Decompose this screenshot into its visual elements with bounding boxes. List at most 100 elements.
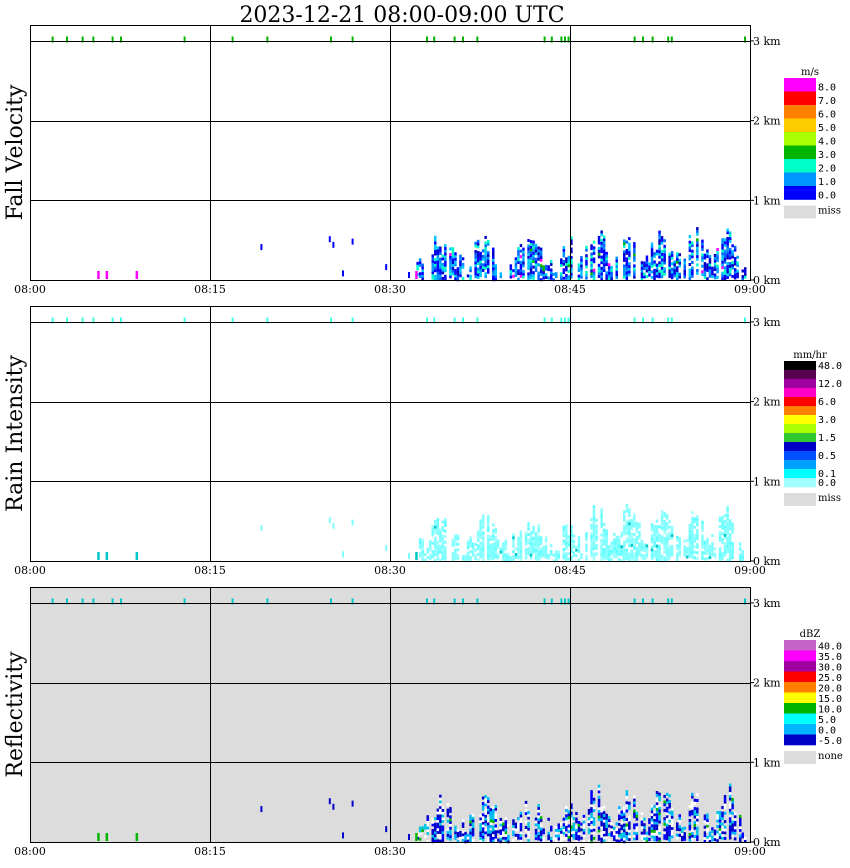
rain-intensity-echo-cell xyxy=(625,520,629,524)
reflectivity-echo-cell xyxy=(560,836,563,840)
fall-velocity-echo-cell xyxy=(481,249,485,253)
rain-intensity-echo-cell xyxy=(454,556,457,560)
rain-intensity-echo-cell xyxy=(683,545,686,549)
fall-velocity-echo-cell xyxy=(668,272,671,276)
rain-intensity-echo-cell xyxy=(592,516,596,520)
reflectivity-echo-cell xyxy=(439,797,442,801)
fall-velocity-echo-cell xyxy=(726,248,729,252)
rain-intensity-echo-cell xyxy=(645,555,649,559)
fall-velocity-echo-cell xyxy=(454,277,457,281)
reflectivity-echo-cell xyxy=(650,818,654,822)
fall-velocity-echo-cell xyxy=(597,252,601,256)
fall-velocity-echo-cell xyxy=(550,260,553,264)
reflectivity-echo-cell xyxy=(539,818,543,822)
fall-velocity-legend-label: 3.0 xyxy=(818,150,836,161)
fall-velocity-echo-cell xyxy=(658,269,661,273)
reflectivity-echo-cell xyxy=(668,839,671,842)
fall-velocity-echo-cell xyxy=(655,272,659,275)
rain-intensity-echo-cell xyxy=(524,556,528,560)
rain-intensity-ytick-label: 3 km xyxy=(753,316,781,329)
rain-intensity-echo-cell xyxy=(711,545,714,549)
fall-velocity-echo-cell xyxy=(454,274,457,278)
rain-intensity-echo-cell xyxy=(555,550,558,554)
fall-velocity-echo-cell xyxy=(431,271,434,275)
rain-intensity-echo-cell xyxy=(434,550,437,554)
reflectivity-echo-cell xyxy=(492,836,495,840)
fall-velocity-echo-cell xyxy=(650,253,654,257)
reflectivity-echo-cell xyxy=(655,816,659,820)
reflectivity-echo-cell xyxy=(582,814,586,818)
reflectivity-xtick-label: 08:15 xyxy=(194,845,226,858)
reflectivity-echo-cell xyxy=(418,829,422,833)
rain-intensity-echo-cell xyxy=(686,549,689,553)
rain-intensity-legend-missing-swatch xyxy=(784,493,816,506)
fall-velocity-echo-cell xyxy=(580,258,583,262)
reflectivity-echo-cell xyxy=(688,838,692,842)
reflectivity-echo-cell xyxy=(494,818,497,822)
reflectivity-echo-cell xyxy=(733,823,737,827)
rain-intensity-echo-cell xyxy=(494,549,497,553)
reflectivity-echo-cell xyxy=(479,834,482,837)
rain-intensity-echo-cell xyxy=(481,520,485,524)
rain-intensity-echo-cell xyxy=(439,559,442,562)
fall-velocity-echo-cell xyxy=(592,274,596,278)
fall-velocity-echo-cell xyxy=(721,246,724,250)
reflectivity-echo-cell xyxy=(696,807,699,811)
fall-velocity-echo-cell xyxy=(484,241,487,245)
reflectivity-echo-cell xyxy=(691,806,694,810)
reflectivity-echo-cell xyxy=(731,811,734,815)
fall-velocity-echo-cell xyxy=(481,257,485,261)
reflectivity-echo-cell xyxy=(459,831,462,834)
fall-velocity-echo-cell xyxy=(439,274,442,278)
fall-velocity-echo-cell xyxy=(512,269,515,273)
reflectivity-echo-cell xyxy=(731,806,734,810)
fall-velocity-echo-cell xyxy=(421,277,424,281)
reflectivity-echo-cell xyxy=(461,819,465,823)
fall-velocity-echo-cell xyxy=(476,242,480,246)
rain-intensity-echo-cell xyxy=(444,549,447,553)
fall-velocity-echo-cell xyxy=(451,255,455,259)
rain-intensity-echo-cell xyxy=(739,548,742,551)
rain-intensity-echo-cell xyxy=(658,533,661,537)
reflectivity-echo-cell xyxy=(504,817,508,821)
rain-intensity-echo-cell xyxy=(696,534,699,538)
rain-intensity-echo-cell xyxy=(691,547,694,551)
rain-intensity-top-band-cell xyxy=(426,317,428,324)
fall-velocity-echo-cell xyxy=(459,274,462,278)
rain-intensity-echo-cell xyxy=(628,522,631,526)
reflectivity-top-band-cell xyxy=(231,598,234,605)
reflectivity-echo-cell xyxy=(640,834,644,838)
rain-intensity-echo-cell xyxy=(479,541,482,545)
rain-intensity-echo-cell xyxy=(434,536,437,540)
rain-intensity-echo-cell xyxy=(539,536,543,540)
fall-velocity-echo-cell xyxy=(469,274,472,278)
rain-intensity-echo-cell xyxy=(537,541,540,544)
fall-velocity-echo-cell xyxy=(454,260,457,264)
fall-velocity-echo-cell xyxy=(600,230,603,234)
reflectivity-echo-cell xyxy=(650,810,654,814)
fall-velocity-echo-speck xyxy=(385,264,388,271)
reflectivity-echo-cell xyxy=(567,827,571,831)
rain-intensity-echo-cell xyxy=(487,548,490,552)
fall-velocity-echo-cell xyxy=(519,266,523,270)
fall-velocity-echo-cell xyxy=(529,270,533,274)
fall-velocity-echo-cell xyxy=(597,255,601,259)
reflectivity-echo-cell xyxy=(663,822,666,826)
reflectivity-echo-cell xyxy=(489,813,492,817)
fall-velocity-echo-cell xyxy=(449,272,452,276)
rain-intensity-echo-cell xyxy=(628,530,631,534)
rain-intensity-echo-cell xyxy=(544,539,548,543)
fall-velocity-echo-cell xyxy=(701,259,704,263)
fall-velocity-echo-cell xyxy=(461,276,465,280)
fall-velocity-echo-cell xyxy=(499,272,503,276)
reflectivity-echo-cell xyxy=(539,827,543,831)
fall-velocity-echo-cell xyxy=(623,242,626,246)
fall-velocity-echo-cell xyxy=(623,256,626,260)
rain-intensity-echo-cell xyxy=(524,539,528,543)
fall-velocity-echo-cell xyxy=(449,261,452,265)
fall-velocity-echo-cell xyxy=(560,272,563,276)
reflectivity-echo-cell xyxy=(658,828,661,832)
rain-intensity-echo-cell xyxy=(645,552,649,556)
rain-intensity-echo-cell xyxy=(655,527,659,531)
rain-intensity-echo-cell xyxy=(456,534,460,538)
